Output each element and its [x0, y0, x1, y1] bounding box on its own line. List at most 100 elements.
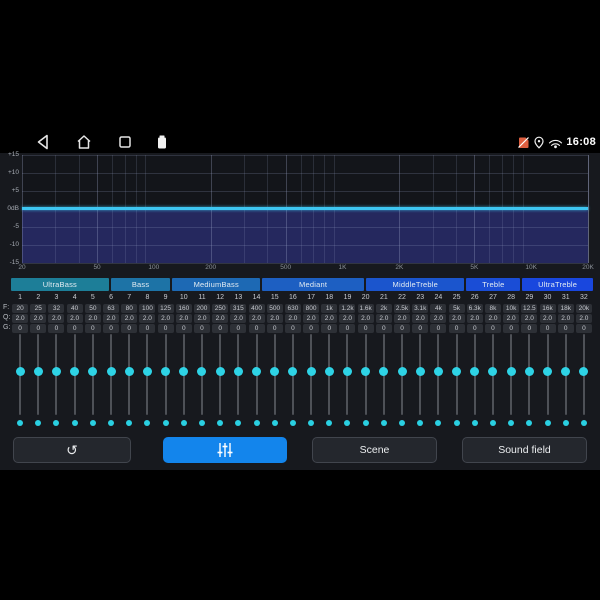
q-value-box-cell: 2.0	[320, 313, 338, 323]
battery-icon[interactable]	[153, 133, 171, 151]
slider-knob[interactable]	[397, 367, 407, 376]
scene-button[interactable]: Scene	[312, 437, 437, 463]
channel-dot[interactable]	[289, 420, 296, 426]
channel-dot[interactable]	[253, 420, 260, 426]
freq-value-box-cell: 50	[84, 303, 102, 313]
slider-knob[interactable]	[324, 367, 334, 376]
channel-dot[interactable]	[108, 420, 115, 426]
q-value-box-cell: 2.0	[29, 313, 47, 323]
freq-value-box: 125	[157, 303, 174, 313]
channel-dot[interactable]	[544, 420, 551, 426]
channel-dot[interactable]	[308, 420, 315, 426]
channel-dot[interactable]	[235, 420, 242, 426]
slider-knob[interactable]	[179, 367, 189, 376]
slider-knob[interactable]	[306, 367, 316, 376]
recents-icon[interactable]	[116, 133, 134, 151]
slider-knob[interactable]	[270, 367, 280, 376]
channel-dot[interactable]	[580, 420, 587, 426]
slider-knob[interactable]	[342, 367, 352, 376]
channel-dot[interactable]	[344, 420, 351, 426]
freq-value-box-cell: 400	[247, 303, 265, 313]
gain-value-box-cell: 0	[448, 323, 466, 333]
gain-value-box: 0	[103, 323, 120, 333]
slider-knob[interactable]	[215, 367, 225, 376]
q-value-box-cell: 2.0	[175, 313, 193, 323]
channel-number-cell: 19	[338, 293, 356, 302]
android-nav-bar: 16:08	[0, 130, 600, 153]
channel-dot[interactable]	[217, 420, 224, 426]
channel-dot[interactable]	[198, 420, 205, 426]
channel-dot[interactable]	[144, 420, 151, 426]
slider-knob[interactable]	[288, 367, 298, 376]
gain-value-box-cell: 0	[229, 323, 247, 333]
gain-value-box-cell: 0	[320, 323, 338, 333]
slider-knob[interactable]	[233, 367, 243, 376]
slider-knob[interactable]	[197, 367, 207, 376]
home-icon[interactable]	[75, 133, 93, 151]
q-value-box: 2.0	[193, 313, 210, 323]
channel-dot[interactable]	[471, 420, 478, 426]
channel-dot[interactable]	[326, 420, 333, 426]
channel-dot[interactable]	[453, 420, 460, 426]
channel-dot[interactable]	[362, 420, 369, 426]
slider-knob[interactable]	[361, 367, 371, 376]
gain-value-box: 0	[375, 323, 392, 333]
channel-dot[interactable]	[162, 420, 169, 426]
slider-knob[interactable]	[15, 367, 25, 376]
channel-number-cell: 24	[429, 293, 447, 302]
channel-dot[interactable]	[180, 420, 187, 426]
slider-knob[interactable]	[433, 367, 443, 376]
q-value-box: 2.0	[321, 313, 338, 323]
slider-knob[interactable]	[415, 367, 425, 376]
channel-dot[interactable]	[17, 420, 24, 426]
equalizer-tab-button[interactable]	[163, 437, 287, 463]
channel-number: 7	[127, 294, 132, 301]
slider-knob[interactable]	[252, 367, 262, 376]
slider-knob[interactable]	[142, 367, 152, 376]
channel-dot[interactable]	[380, 420, 387, 426]
freq-value-box-cell: 630	[284, 303, 302, 313]
channel-number-cell: 17	[302, 293, 320, 302]
channel-dot[interactable]	[399, 420, 406, 426]
slider-knob[interactable]	[51, 367, 61, 376]
channel-dot[interactable]	[526, 420, 533, 426]
channel-dot[interactable]	[89, 420, 96, 426]
slider-knob[interactable]	[579, 367, 589, 376]
gain-value-box: 0	[539, 323, 556, 333]
channel-dot[interactable]	[126, 420, 133, 426]
slider-knob[interactable]	[70, 367, 80, 376]
slider-knob[interactable]	[88, 367, 98, 376]
slider-knob[interactable]	[561, 367, 571, 376]
channel-dot[interactable]	[71, 420, 78, 426]
back-icon[interactable]	[34, 133, 52, 151]
x-axis-tick-label: 5K	[470, 264, 479, 271]
channel-dot[interactable]	[53, 420, 60, 426]
slider-knob[interactable]	[33, 367, 43, 376]
q-value-box-cell: 2.0	[102, 313, 120, 323]
slider-knob[interactable]	[452, 367, 462, 376]
sound-field-button[interactable]: Sound field	[462, 437, 587, 463]
channel-dot[interactable]	[562, 420, 569, 426]
channel-dot[interactable]	[35, 420, 42, 426]
channel-dot[interactable]	[489, 420, 496, 426]
channel-number: 27	[489, 294, 497, 301]
channel-dot[interactable]	[435, 420, 442, 426]
slider-knob[interactable]	[106, 367, 116, 376]
slider-knob[interactable]	[379, 367, 389, 376]
channel-number: 23	[416, 294, 425, 301]
slider-knob[interactable]	[543, 367, 553, 376]
slider-knob[interactable]	[488, 367, 498, 376]
channel-dot[interactable]	[417, 420, 424, 426]
freq-value-box-cell: 4k	[429, 303, 447, 313]
slider-knob[interactable]	[506, 367, 516, 376]
reset-button[interactable]: ↺	[13, 437, 131, 463]
hotspot-icon	[549, 139, 563, 148]
slider-knob[interactable]	[124, 367, 134, 376]
band-segment-treble: Treble	[466, 278, 521, 291]
slider-knob[interactable]	[161, 367, 171, 376]
channel-dot[interactable]	[271, 420, 278, 426]
channel-dot[interactable]	[508, 420, 515, 426]
slider-knob[interactable]	[524, 367, 534, 376]
slider-knob[interactable]	[470, 367, 480, 376]
